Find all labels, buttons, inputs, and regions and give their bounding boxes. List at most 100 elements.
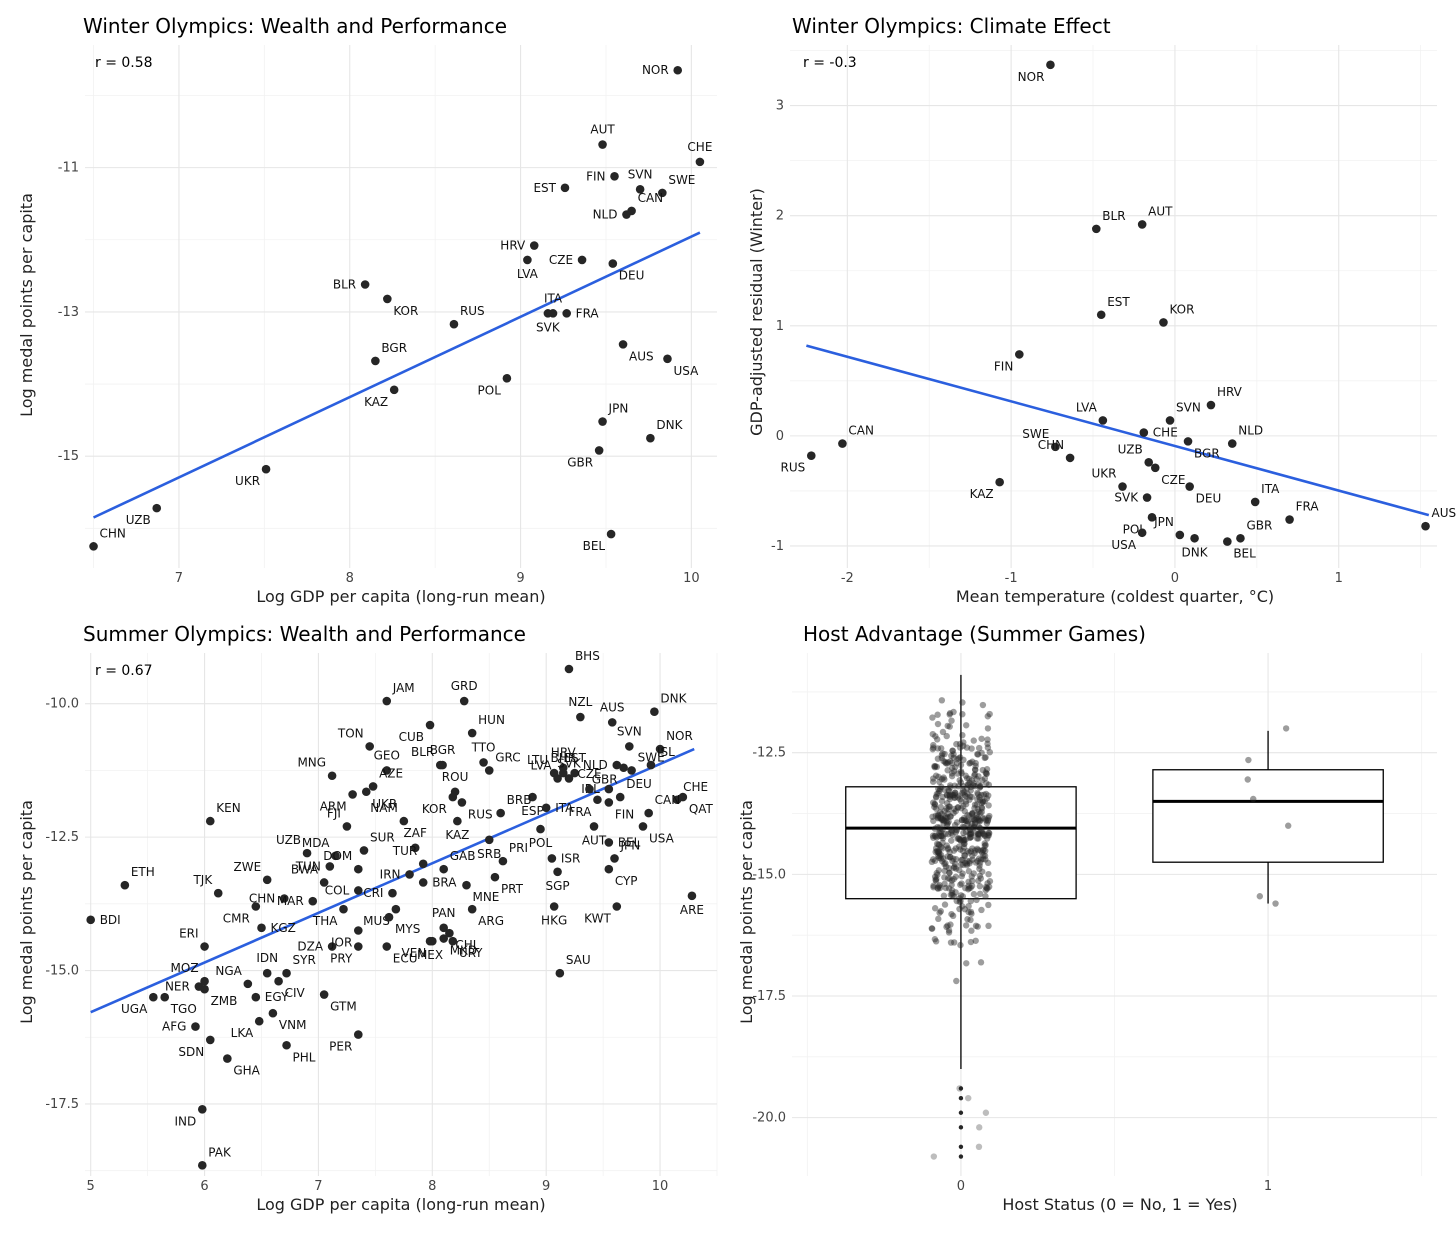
p4-jitter-point-317: [966, 812, 973, 819]
p4-jitter-point-331: [962, 798, 970, 805]
p4-jitter-point-324: [976, 824, 984, 832]
p3-label-uga: UGA: [121, 1002, 148, 1016]
p2-label-aus: AUS: [1432, 506, 1456, 520]
p4-jitter-point-377: [945, 805, 952, 813]
p4-jitter-point-388: [973, 835, 981, 842]
p4-jitter-point-5: [979, 798, 986, 805]
p4-jitter-outlier-5: [956, 1085, 963, 1092]
p4-jitter-point-520: [951, 821, 959, 829]
p4-jitter-point-233: [974, 923, 981, 930]
p3-label-arg: ARG: [478, 914, 504, 928]
p2-label-gbr: GBR: [1246, 518, 1272, 532]
p3-point-jor: [353, 926, 363, 935]
p1-label-swe: SWE: [668, 173, 695, 187]
p1-label-kaz: KAZ: [364, 395, 388, 409]
p4-jitter-point-494: [963, 744, 971, 751]
p4-jitter-point-15: [975, 831, 982, 839]
p1-label-ita: ITA: [544, 291, 563, 305]
p4-jitter-point-405: [945, 803, 953, 810]
p4-jitter-point-337: [960, 824, 968, 831]
p3-point-cyp: [604, 864, 614, 874]
p4-jitter-point-198: [968, 830, 975, 837]
p1-point-kaz: [389, 385, 399, 395]
p4-jitter-point-296: [958, 873, 965, 880]
p4-jitter-point-310: [967, 787, 974, 794]
p4-jitter-point-122: [982, 817, 990, 824]
p3-label-uzb: UZB: [276, 833, 301, 847]
p3-point-tur: [418, 859, 428, 869]
p3-point-chn: [279, 894, 289, 903]
p4-jitter-point-56: [958, 903, 966, 910]
p4-jitter-point-497: [938, 697, 946, 704]
p4-jitter-point-354: [951, 791, 958, 798]
p4-jitter-point-450: [937, 815, 944, 822]
p4-jitter-point-446: [960, 756, 967, 764]
p3-point-civ: [274, 976, 283, 986]
p4-jitter-point-492: [986, 812, 993, 820]
p4-jitter-point-0: [938, 754, 946, 762]
p3-point-nga: [243, 979, 253, 989]
p4-jitter-point-166: [972, 830, 979, 837]
p4-jitter-point-319: [930, 884, 937, 891]
p4-jitter-point-92: [974, 750, 981, 758]
p4-jitter-point-379: [931, 763, 938, 771]
p4-jitter-point-499: [938, 752, 945, 759]
p3-point-eth: [120, 880, 130, 890]
p2-point-jpn: [1175, 530, 1185, 540]
p4-jitter-point-391: [934, 720, 942, 728]
p4-jitter-point-180: [952, 808, 959, 815]
p3-point-fin: [604, 798, 614, 807]
p4-jitter-point-537: [936, 778, 943, 786]
p3-point-mys: [384, 912, 394, 922]
p4-jitter-point-174: [977, 810, 984, 817]
p1-point-aus: [618, 340, 628, 349]
p1-y-tick-2: -11: [58, 161, 79, 176]
p4-jitter-point-245: [946, 875, 953, 882]
p3-point-bhs: [564, 664, 574, 674]
p4-jitter-point-156: [975, 823, 983, 831]
p4-jitter-point-498: [941, 867, 948, 875]
p4-jitter-point-72: [952, 826, 960, 833]
p4-jitter-point-225: [969, 877, 976, 885]
p2-point-kor: [1159, 318, 1168, 327]
p3-point-pry: [353, 942, 363, 951]
p4-jitter-point-86: [940, 774, 947, 781]
p4-jitter-point-113: [946, 869, 953, 876]
p4-jitter-point-223: [929, 813, 936, 820]
p3-label-tjk: TJK: [192, 873, 213, 887]
p3-point-sgp: [553, 867, 562, 877]
p3-label-nld: NLD: [583, 758, 608, 772]
p4-jitter-point-550: [980, 855, 987, 863]
p4-jitter-point-93: [935, 849, 942, 856]
p3-label-ton: TON: [337, 726, 364, 740]
p4-jitter-point-523: [967, 834, 974, 841]
p4-jitter-point-385: [981, 754, 988, 762]
p4-jitter-point-306: [978, 805, 986, 812]
p3-label-cze: CZE: [577, 767, 601, 781]
p4-jitter-point-68: [955, 782, 962, 790]
p4-jitter-point-416: [967, 833, 975, 841]
p1-label-bgr: BGR: [381, 341, 407, 355]
p4-jitter-point-177: [941, 874, 948, 881]
p4-jitter-point-447: [947, 813, 954, 820]
p3-point-est: [570, 768, 579, 778]
p3-point-jam: [382, 696, 392, 706]
p4-jitter-point-53: [952, 829, 959, 836]
p2-grid: [790, 45, 1437, 568]
p4-jitter-point-185: [978, 791, 985, 799]
p4-x-axis-label: Host Status (0 = No, 1 = Yes): [1002, 1195, 1237, 1214]
p4-jitter-point-445: [970, 780, 977, 787]
p3-point-zwe: [262, 875, 272, 885]
p3-label-est: EST: [563, 751, 586, 765]
p4-jitter-point-41: [975, 781, 982, 788]
p4-jitter-point-145: [947, 829, 955, 836]
p4-jitter-point-114: [945, 885, 953, 892]
p4-jitter-point-320: [932, 845, 940, 852]
p3-point-ton: [365, 742, 374, 751]
p4-jitter-point-110: [959, 787, 967, 794]
p4-jitter-point-509: [970, 737, 977, 744]
p3-x-tick-1: 6: [200, 1179, 208, 1194]
p4-jitter-point-484: [939, 793, 946, 801]
p4-jitter-point-547: [934, 823, 941, 831]
